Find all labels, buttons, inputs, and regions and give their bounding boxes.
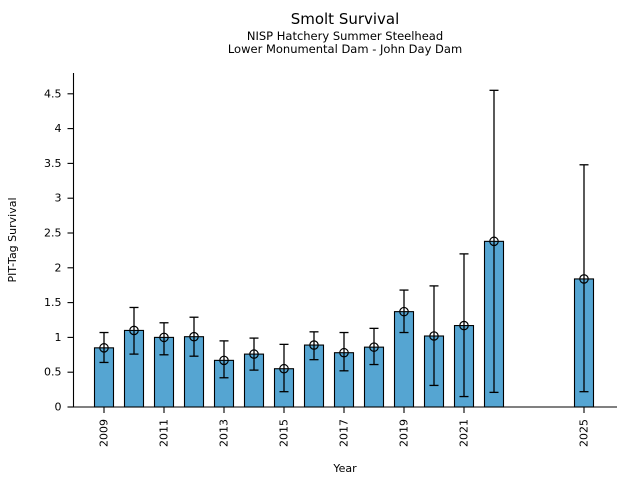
x-tick-label-2013: 2013: [218, 419, 231, 447]
y-tick-label-0: 0: [55, 401, 62, 414]
marker-2017: [339, 347, 349, 358]
marker-2013: [219, 355, 229, 366]
y-tick-label-0.5: 0.5: [44, 366, 62, 379]
x-tick-label-2017: 2017: [338, 419, 351, 447]
marker-2018: [369, 342, 379, 352]
marker-2014: [249, 349, 259, 359]
y-tick-label-3.5: 3.5: [44, 157, 62, 170]
y-tick-label-2.5: 2.5: [44, 227, 62, 240]
chart-title: Smolt Survival: [291, 10, 400, 28]
marker-2020: [429, 331, 439, 341]
x-tick-label-2025: 2025: [578, 419, 591, 447]
y-tick-label-4.5: 4.5: [44, 87, 62, 100]
x-axis-label: Year: [332, 462, 357, 475]
x-tick-label-2009: 2009: [98, 419, 111, 447]
y-tick-label-3: 3: [55, 192, 62, 205]
y-tick-label-1.5: 1.5: [44, 296, 62, 309]
marker-2022: [489, 236, 499, 247]
marker-2025: [579, 274, 589, 284]
marker-2010: [129, 325, 139, 336]
marker-2012: [189, 331, 199, 342]
chart-subtitle-line1: NISP Hatchery Summer Steelhead: [247, 29, 443, 43]
x-tick-label-2019: 2019: [398, 419, 411, 447]
marker-2009: [99, 343, 109, 353]
y-axis-label: PIT-Tag Survival: [6, 197, 19, 282]
plot-area: 0 0.5 1 1.5 2 2.5 3 3.5 4 4.5 2009 2011 2013 2015 2017…: [44, 73, 617, 447]
x-tick-label-2011: 2011: [158, 419, 171, 447]
marker-2019: [399, 306, 409, 317]
x-tick-label-2021: 2021: [458, 419, 471, 447]
x-tick-label-2015: 2015: [278, 419, 291, 447]
marker-2021: [459, 320, 469, 331]
marker-2016: [309, 340, 319, 350]
chart-subtitle-line2: Lower Monumental Dam - John Day Dam: [228, 42, 462, 56]
marker-2011: [159, 332, 169, 343]
y-tick-label-2: 2: [55, 261, 62, 274]
y-tick-label-1: 1: [55, 331, 62, 344]
marker-2015: [279, 363, 289, 374]
y-tick-label-4: 4: [55, 122, 62, 135]
